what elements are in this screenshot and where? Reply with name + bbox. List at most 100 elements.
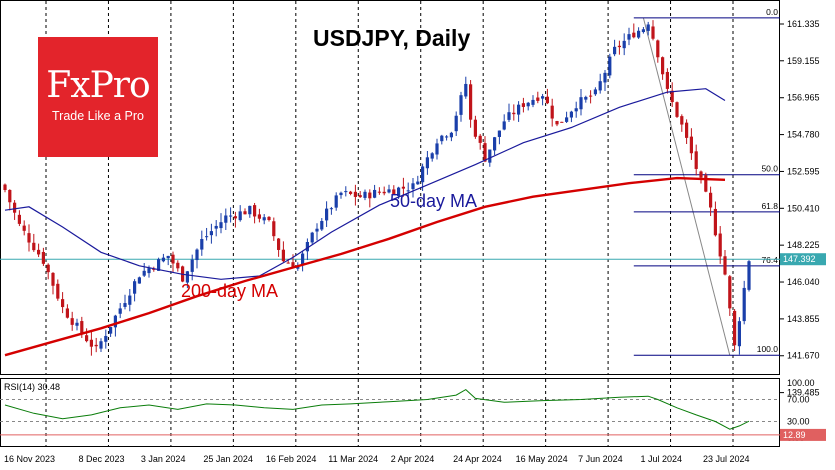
candle-bear xyxy=(478,135,482,143)
candle-bear xyxy=(699,171,703,178)
candle-bear xyxy=(401,186,405,189)
candle-bear xyxy=(723,256,727,275)
candle-bear xyxy=(8,189,12,203)
x-tick-label: 16 Feb 2024 xyxy=(266,454,317,464)
candle-bear xyxy=(685,122,689,138)
candle-bear xyxy=(152,268,156,270)
candle-bull xyxy=(488,149,492,163)
candle-bull xyxy=(229,215,233,217)
candle-bull xyxy=(425,157,429,169)
candle-bear xyxy=(377,191,381,193)
candle-bear xyxy=(353,191,357,197)
candle-bear xyxy=(694,151,698,169)
fib-trend-line xyxy=(642,17,731,356)
candle-bear xyxy=(718,233,722,257)
candle-bear xyxy=(713,208,717,236)
ma200-annotation: 200-day MA xyxy=(181,281,279,301)
rsi-y-tick-label: 70.00 xyxy=(787,395,810,405)
candle-bull xyxy=(118,308,122,314)
y-tick-label: 150.410 xyxy=(787,203,820,213)
candle-bull xyxy=(435,143,439,155)
candle-bear xyxy=(41,251,45,264)
logo-name: FxPro xyxy=(46,65,150,106)
candle-bear xyxy=(536,97,540,101)
candle-bear xyxy=(89,339,93,347)
candle-bear xyxy=(80,321,84,334)
candle-bull xyxy=(325,208,329,221)
main-panel-frame xyxy=(0,0,780,375)
candle-bull xyxy=(248,205,252,215)
candle-bear xyxy=(171,254,175,264)
logo-tagline: Trade Like a Pro xyxy=(52,109,144,123)
candle-bear xyxy=(555,121,559,125)
candle-bull xyxy=(565,117,569,122)
candle-bear xyxy=(651,26,655,39)
candle-bear xyxy=(483,143,487,162)
x-tick-label: 23 Jul 2024 xyxy=(703,454,750,464)
y-tick-label: 161.335 xyxy=(787,19,820,29)
candle-bear xyxy=(358,195,362,198)
candle-bear xyxy=(550,105,554,119)
candle-bull xyxy=(641,29,645,33)
candle-bull xyxy=(646,24,650,31)
candle-bull xyxy=(363,191,367,198)
candle-bull xyxy=(205,236,209,238)
candle-bull xyxy=(133,281,137,294)
candle-bull xyxy=(541,96,545,99)
rsi-value-tag-label: 12.89 xyxy=(783,430,806,440)
candle-bull xyxy=(397,187,401,197)
rsi-title: RSI(14) 30.48 xyxy=(4,382,60,392)
candle-bull xyxy=(373,189,377,198)
candle-bull xyxy=(416,181,420,185)
candle-bull xyxy=(334,195,338,208)
candle-bull xyxy=(339,192,343,196)
candle-bear xyxy=(257,214,261,219)
current-price-tag xyxy=(780,253,826,266)
candle-bear xyxy=(689,136,693,154)
candle-bear xyxy=(70,318,74,325)
fib-level-label: 0.0 xyxy=(766,7,778,17)
rsi-value-tag xyxy=(780,428,826,441)
rsi-line xyxy=(4,388,750,430)
candle-bear xyxy=(291,262,295,268)
candle-bear xyxy=(521,103,525,107)
candle-bear xyxy=(176,262,180,269)
candle-bull xyxy=(497,130,501,137)
candle-bull xyxy=(224,215,228,223)
x-tick-label: 2 Apr 2024 xyxy=(391,454,435,464)
candle-bull xyxy=(493,137,497,151)
candle-bull xyxy=(445,136,449,138)
candle-bear xyxy=(728,276,732,309)
candle-bear xyxy=(267,216,271,220)
candle-bear xyxy=(277,238,281,250)
candle-bull xyxy=(608,56,612,76)
candle-bull xyxy=(305,241,309,252)
candle-bull xyxy=(406,190,410,192)
candle-bear xyxy=(617,45,621,48)
candle-bull xyxy=(569,111,573,118)
candle-bull xyxy=(166,255,170,259)
rsi-panel-frame xyxy=(0,378,780,447)
candle-bull xyxy=(128,295,132,305)
candle-bull xyxy=(459,95,463,115)
candle-bear xyxy=(85,335,89,342)
fib-level-label: 50.0 xyxy=(761,164,778,174)
candle-bull xyxy=(320,221,324,230)
candle-bull xyxy=(209,231,213,236)
candle-bull xyxy=(315,228,319,232)
current-price-tag-label: 147.392 xyxy=(783,254,816,264)
y-tick-label: 141.670 xyxy=(787,351,820,361)
candle-bull xyxy=(137,277,141,284)
x-tick-label: 7 Jun 2024 xyxy=(578,454,623,464)
ma50-line xyxy=(4,88,726,280)
candle-bull xyxy=(579,97,583,110)
candle-bull xyxy=(440,135,444,142)
candle-bear xyxy=(675,102,679,117)
candle-bull xyxy=(238,211,242,221)
candle-bear xyxy=(65,308,69,318)
candle-bull xyxy=(214,225,218,229)
candle-bear xyxy=(94,344,98,347)
candle-bull xyxy=(75,322,79,326)
candle-bear xyxy=(469,84,473,120)
candle-bear xyxy=(670,90,674,103)
